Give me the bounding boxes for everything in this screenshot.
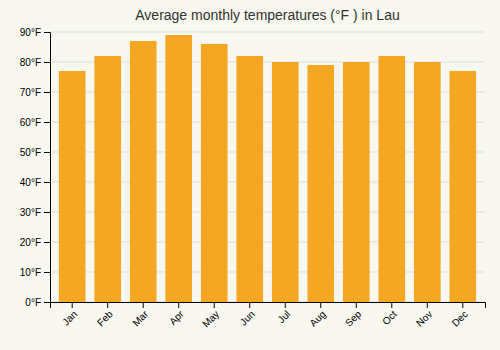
tick-mark [44, 212, 50, 213]
tick-mark [285, 302, 286, 308]
bar [59, 71, 86, 302]
tick: Sep [343, 302, 364, 329]
tick-label: 30°F [20, 207, 41, 218]
tick-label: Sep [343, 308, 364, 329]
bar [378, 56, 405, 302]
tick: Mar [130, 302, 150, 328]
tick-mark [44, 62, 50, 63]
tick-mark [462, 302, 463, 308]
tick: 80°F [20, 57, 50, 68]
tick-mark [44, 302, 50, 303]
tick-mark [356, 302, 357, 308]
tick: 90°F [20, 27, 50, 38]
tick-label: Jan [60, 308, 79, 327]
axis-line [51, 303, 486, 309]
tick: 10°F [20, 267, 50, 278]
tick-label: Mar [130, 308, 150, 328]
tick: Feb [95, 302, 115, 328]
axis-line [44, 33, 51, 303]
tick-label: 70°F [20, 87, 41, 98]
bar [414, 62, 441, 302]
tick: Jul [275, 302, 292, 325]
tick-mark [44, 272, 50, 273]
tick-label: Feb [95, 308, 115, 328]
tick-mark [44, 152, 50, 153]
tick: 50°F [20, 147, 50, 158]
tick: 0°F [25, 297, 50, 308]
tick-label: Aug [307, 308, 327, 328]
tick: 20°F [20, 237, 50, 248]
tick: May [200, 302, 221, 330]
tick-label: Jun [238, 308, 257, 327]
plot: 0°F 10°F 20°F 30°F 40°F 50°F 60°F 70°F 80°F 90°F J… [20, 27, 486, 330]
tick-label: 40°F [20, 177, 41, 188]
tick-label: 80°F [20, 57, 41, 68]
tick: Jun [238, 302, 257, 328]
tick-label: Apr [167, 308, 186, 327]
tick: 60°F [20, 117, 50, 128]
bar [201, 44, 228, 302]
bar [449, 71, 476, 302]
x-axis: Jan Feb Mar Apr May Jun Jul Aug Sep Oct Nov Dec [51, 302, 486, 330]
tick: Jan [60, 302, 79, 328]
tick-label: Nov [414, 308, 434, 328]
tick-label: Jul [275, 308, 292, 325]
tick-label: 0°F [25, 297, 41, 308]
tick-label: 20°F [20, 237, 41, 248]
tick: Nov [414, 302, 434, 329]
y-axis: 0°F 10°F 20°F 30°F 40°F 50°F 60°F 70°F 80°F 90°F [20, 27, 51, 308]
tick: 40°F [20, 177, 50, 188]
bar [165, 35, 192, 302]
title: Average monthly temperatures (°F ) in La… [135, 7, 399, 23]
tick-label: May [200, 308, 221, 329]
tick-mark [44, 242, 50, 243]
tick-label: Dec [450, 308, 470, 328]
tick-mark [391, 302, 392, 308]
tick-label: 60°F [20, 117, 41, 128]
tick-mark [178, 302, 179, 308]
tick: Oct [380, 302, 399, 327]
tick: 70°F [20, 87, 50, 98]
tick: Apr [167, 302, 186, 327]
bar [272, 62, 299, 302]
bar [130, 41, 157, 302]
tick: Dec [450, 302, 470, 329]
bar [236, 56, 263, 302]
tick-mark [72, 302, 73, 308]
tick-mark [427, 302, 428, 308]
tick-mark [44, 92, 50, 93]
tick-mark [214, 302, 215, 308]
tick-mark [44, 32, 50, 33]
bar [94, 56, 121, 302]
tick-mark [107, 302, 108, 308]
tick-mark [249, 302, 250, 308]
tick-label: 10°F [20, 267, 41, 278]
grid [50, 32, 485, 302]
tick-label: Oct [380, 308, 399, 327]
tick-mark [143, 302, 144, 308]
tick: 30°F [20, 207, 50, 218]
tick-mark [320, 302, 321, 308]
bar [343, 62, 370, 302]
tick: Aug [307, 302, 327, 329]
tick-mark [44, 122, 50, 123]
tick-mark [44, 182, 50, 183]
tick-label: 90°F [20, 27, 41, 38]
bars [59, 35, 476, 302]
bar [307, 65, 334, 302]
chart: 0°F 10°F 20°F 30°F 40°F 50°F 60°F 70°F 80°F 90°F J… [0, 0, 500, 350]
tick-label: 50°F [20, 147, 41, 158]
grid-line [50, 32, 485, 33]
